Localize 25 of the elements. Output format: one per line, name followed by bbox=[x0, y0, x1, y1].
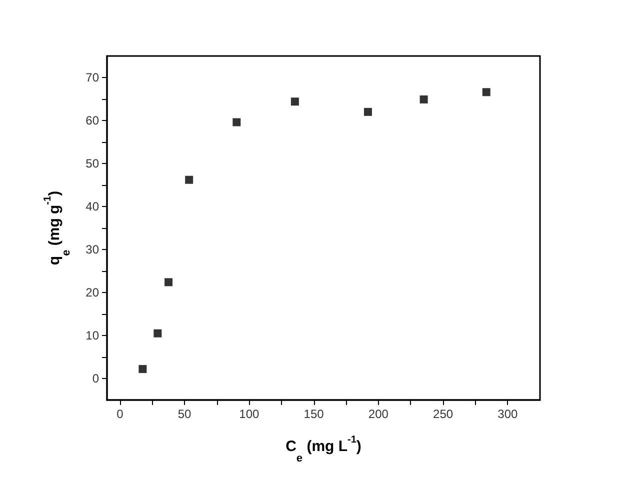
point bbox=[482, 88, 490, 96]
x-tick-label: 300 bbox=[498, 407, 518, 421]
point bbox=[232, 118, 241, 126]
x-tick-label: 200 bbox=[368, 407, 389, 421]
x-tick-label: 250 bbox=[433, 407, 454, 421]
y-tick-label: 30 bbox=[86, 242, 100, 256]
y-tick-label: 40 bbox=[86, 200, 100, 214]
y-tick-label: 20 bbox=[86, 286, 100, 300]
x-tick-label: 50 bbox=[178, 407, 192, 421]
y-tick-label: 60 bbox=[86, 114, 100, 128]
y-axis-title: qe (mg g-1) bbox=[42, 190, 72, 266]
point bbox=[185, 176, 194, 184]
y-tick-label: 50 bbox=[86, 156, 100, 170]
point bbox=[154, 329, 162, 338]
y-tick-label: 10 bbox=[86, 328, 100, 342]
y-tick-label: 70 bbox=[86, 70, 100, 84]
point bbox=[364, 108, 372, 116]
x-tick-label: 0 bbox=[116, 407, 124, 421]
x-tick-label: 100 bbox=[239, 407, 260, 421]
point bbox=[420, 95, 428, 104]
x-tick-label: 150 bbox=[304, 407, 324, 421]
point bbox=[138, 365, 147, 374]
point bbox=[164, 278, 173, 286]
y-tick-label: 0 bbox=[92, 372, 100, 386]
point bbox=[290, 98, 299, 106]
